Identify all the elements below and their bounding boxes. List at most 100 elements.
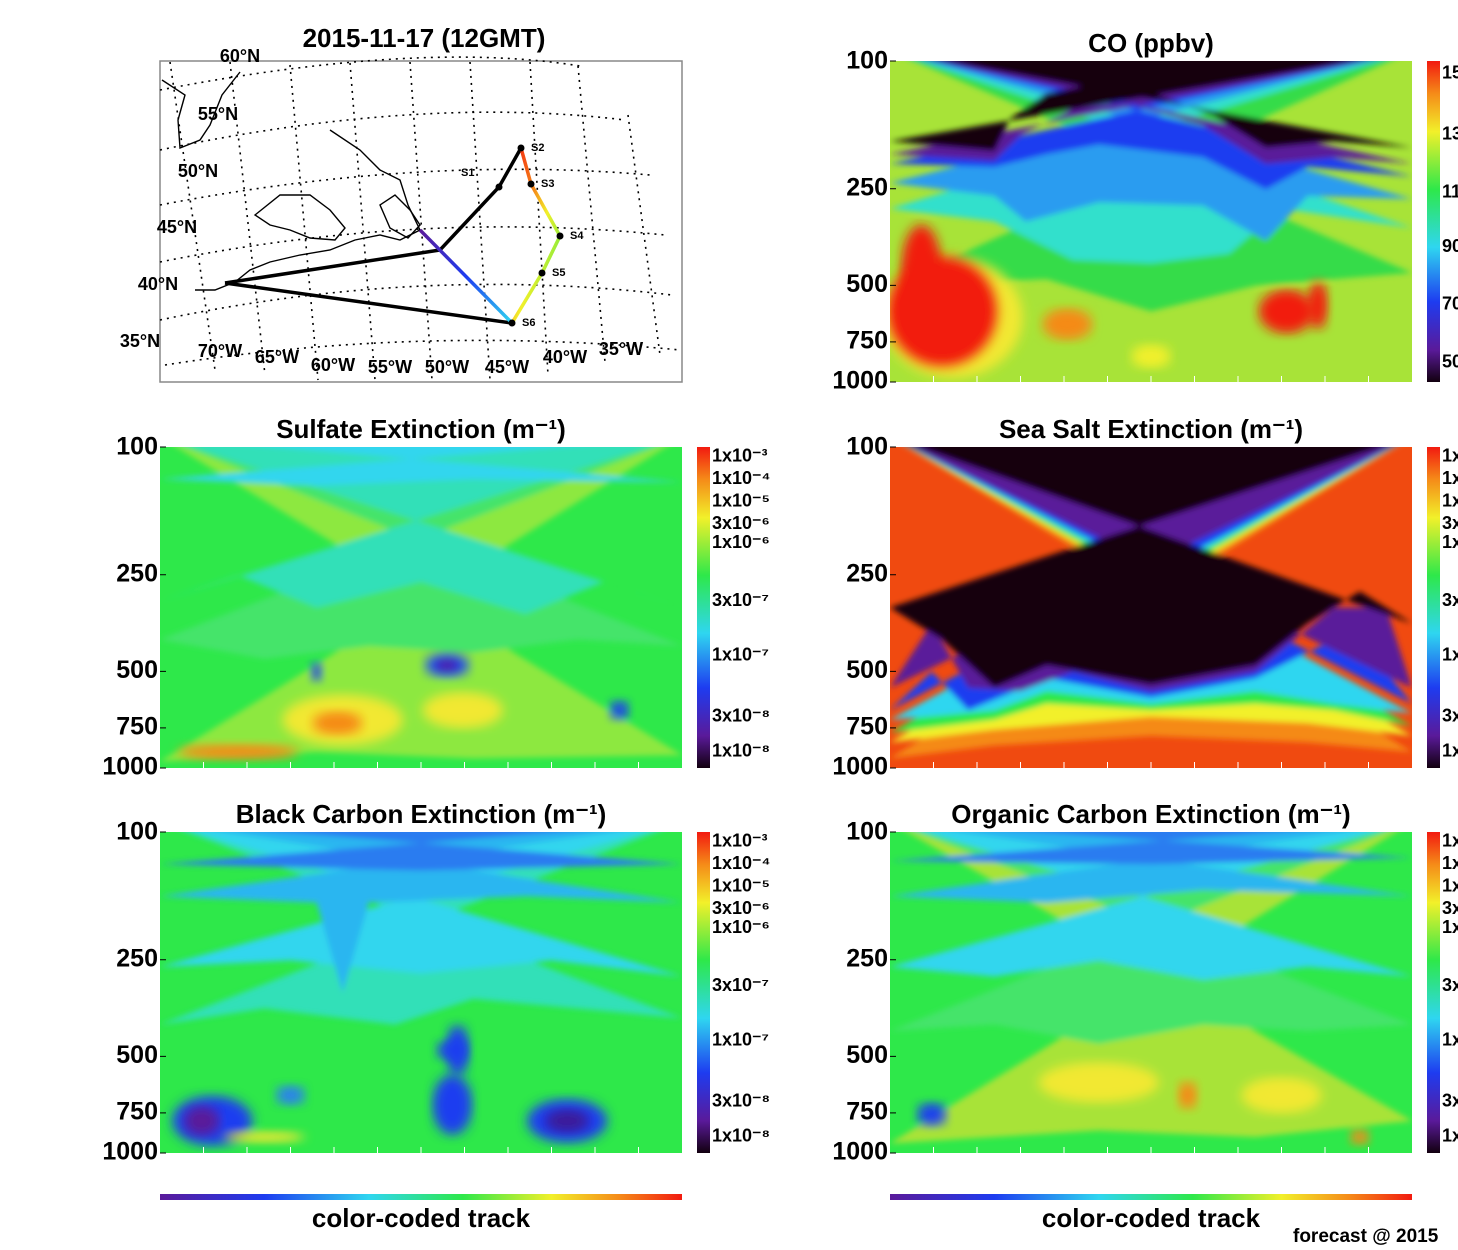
y-tick-label: 500 (846, 270, 888, 298)
contour-band (160, 447, 682, 486)
contour-blob (312, 711, 363, 736)
track-label: color-coded track (1042, 1203, 1261, 1233)
station (538, 269, 546, 277)
colorbar-label: 3x10⁻⁷ (1442, 975, 1458, 995)
colorbar-label: 1x10⁻³ (1442, 830, 1458, 850)
track-colorbar (890, 1194, 1412, 1200)
field-shading (890, 832, 1412, 1145)
lat-label: 40°N (138, 274, 178, 294)
colorbar-label: 3x10⁻⁷ (1442, 590, 1458, 610)
lat-label: 55°N (198, 104, 238, 124)
colorbar-label: 130 (1442, 124, 1458, 144)
contour-band (890, 832, 1412, 980)
lon-label: 40°W (543, 347, 587, 367)
contour-blob (1241, 1077, 1322, 1114)
panel-title: Sulfate Extinction (m⁻¹) (276, 414, 566, 444)
colorbar-label: 1x10⁻⁶ (712, 917, 770, 937)
colorbar-label: 150 (1442, 63, 1458, 83)
track-colorbar (160, 1194, 682, 1200)
panel-title: Organic Carbon Extinction (m⁻¹) (951, 799, 1350, 829)
colorbar-label: 1x10⁻⁶ (1442, 917, 1458, 937)
colorbar-label: 1x10⁻⁴ (712, 853, 770, 873)
contour-blob (310, 661, 323, 682)
panel-title: Sea Salt Extinction (m⁻¹) (999, 414, 1303, 444)
lon-label: 45°W (485, 357, 529, 377)
field-shading (890, 61, 1412, 378)
contour-band (890, 61, 1412, 241)
lon-label: 60°W (311, 355, 355, 375)
colorbar-label: 1x10⁻³ (712, 830, 768, 850)
y-tick-label: 250 (846, 559, 888, 587)
contour-blob (901, 224, 942, 315)
contour-blob (437, 659, 458, 672)
station-label: S6 (522, 317, 535, 329)
y-tick-label: 1000 (832, 753, 888, 781)
y-tick-label: 100 (846, 818, 888, 846)
colorbar-label: 1x10⁻⁶ (1442, 532, 1458, 552)
lon-label: 50°W (425, 357, 469, 377)
contour-blob (1131, 344, 1171, 369)
field (160, 447, 682, 768)
y-tick-label: 100 (116, 433, 158, 461)
contour-blob (1177, 1081, 1198, 1110)
colorbar-label: 50 (1442, 351, 1458, 371)
contour-blob (916, 1102, 947, 1127)
colorbar-label: 3x10⁻⁷ (712, 975, 769, 995)
colorbar-label: 1x10⁻⁶ (712, 532, 770, 552)
contour-blob (422, 692, 503, 729)
colorbar-label: 1x10⁻³ (712, 445, 768, 465)
colorbar (1427, 447, 1440, 768)
colorbar-label: 1x10⁻⁵ (712, 875, 770, 895)
y-tick-label: 250 (116, 559, 158, 587)
colorbar-label: 3x10⁻⁶ (1442, 898, 1458, 918)
y-tick-label: 750 (116, 1098, 158, 1126)
colorbar-label: 1x10⁻⁵ (1442, 875, 1458, 895)
contour-blob (1349, 1128, 1370, 1145)
station (517, 144, 525, 152)
station-label: S1 (461, 167, 474, 179)
y-tick-label: 500 (846, 656, 888, 684)
track-label: color-coded track (312, 1203, 531, 1233)
contour-band (160, 447, 682, 614)
colorbar-label: 1x10⁻⁸ (1442, 1126, 1458, 1146)
station (508, 319, 516, 327)
colorbar-label: 1x10⁻⁷ (1442, 644, 1458, 664)
panel-title: CO (ppbv) (1088, 28, 1214, 58)
field (160, 832, 682, 1153)
y-tick-label: 100 (116, 818, 158, 846)
contour-blob (1038, 1062, 1159, 1103)
contour-blob (275, 1085, 306, 1106)
contour-band (160, 832, 682, 977)
colorbar-label: 1x10⁻⁸ (712, 741, 770, 761)
lon-label: 35°W (599, 339, 643, 359)
lon-label: 65°W (255, 347, 299, 367)
colorbar-label: 3x10⁻⁷ (712, 590, 769, 610)
y-tick-label: 500 (846, 1041, 888, 1069)
y-tick-label: 500 (116, 656, 158, 684)
curtain-panel: CO (ppbv) 100 250 500 750 1000 150 130 110 90 70 50 (832, 28, 1458, 395)
y-tick-label: 750 (846, 713, 888, 741)
station-label: S5 (552, 267, 565, 279)
panel-title: Black Carbon Extinction (m⁻¹) (236, 799, 607, 829)
lat-label: 60°N (220, 46, 260, 66)
colorbar (697, 447, 710, 768)
colorbar-label: 1x10⁻⁴ (1442, 853, 1458, 873)
colorbar-label: 1x10⁻⁸ (1442, 741, 1458, 761)
curtain-panel: Organic Carbon Extinction (m⁻¹) 100 250 500… (832, 799, 1458, 1166)
y-tick-label: 1000 (832, 367, 888, 395)
field-shading (160, 447, 682, 762)
colorbar-label: 3x10⁻⁸ (712, 1090, 770, 1110)
station (495, 183, 503, 191)
colorbar-label: 3x10⁻⁶ (1442, 513, 1458, 533)
contour-blob (436, 1040, 469, 1061)
map: 2015-11-17 (12GMT) 60°N 55°N 50°N 45°N 40°N 3… (120, 23, 683, 383)
field (890, 447, 1412, 768)
contour-blob (224, 1130, 305, 1143)
contour-blob (1042, 308, 1093, 341)
station-label: S3 (541, 178, 554, 190)
graticule (159, 56, 681, 381)
map-frame (159, 60, 683, 383)
colorbar-label: 3x10⁻⁶ (712, 513, 770, 533)
y-tick-label: 250 (846, 173, 888, 201)
